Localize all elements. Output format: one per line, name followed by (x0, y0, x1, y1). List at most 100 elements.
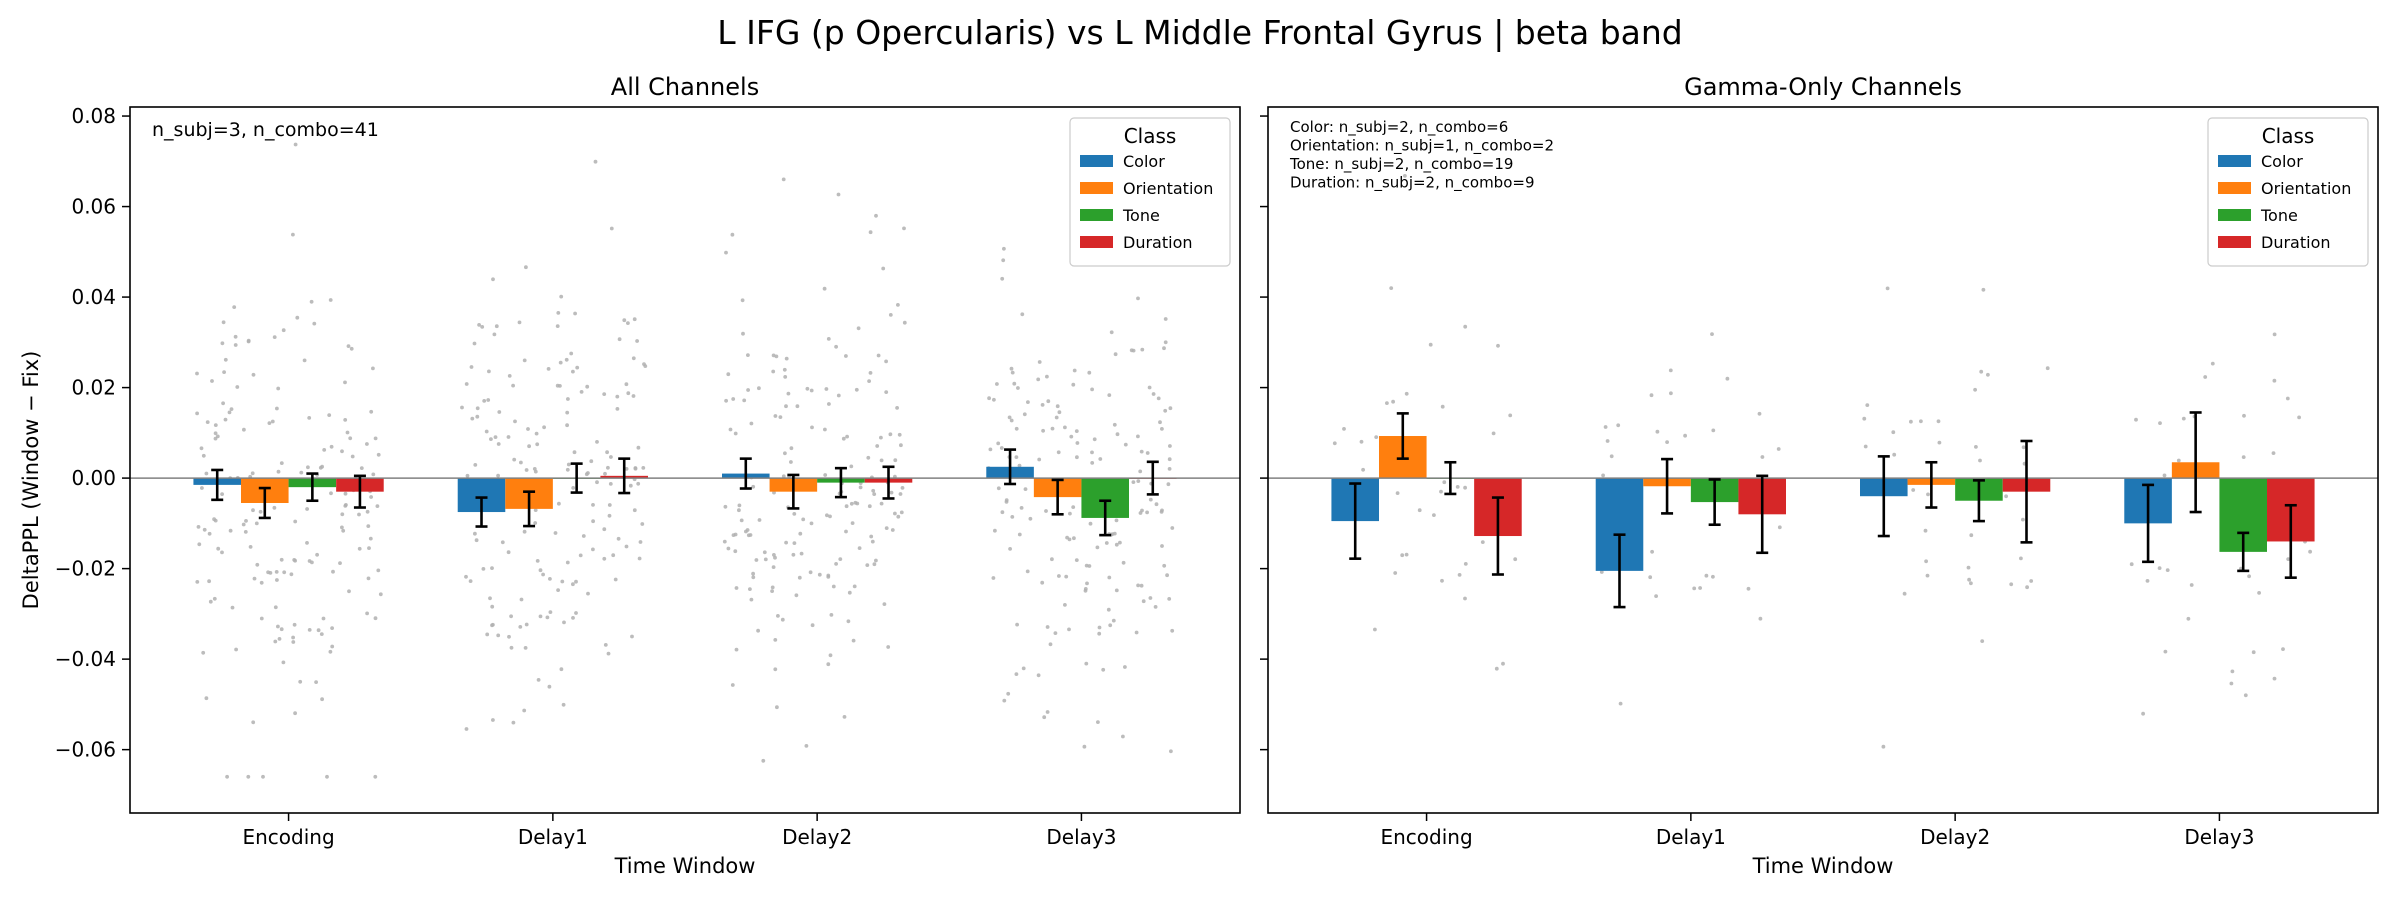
y-tick-label: 0.04 (71, 285, 116, 309)
error-bar (523, 490, 536, 528)
data-point (480, 325, 485, 329)
data-point (321, 616, 326, 621)
data-point (1967, 577, 1971, 582)
data-point (575, 365, 580, 370)
data-point (1440, 578, 1444, 583)
data-point (1090, 387, 1094, 392)
data-point (1463, 324, 1468, 329)
data-point (1153, 605, 1158, 609)
data-point (490, 623, 494, 628)
data-point (1115, 432, 1120, 437)
data-point (748, 587, 752, 591)
data-point (898, 492, 903, 496)
data-point (749, 421, 754, 426)
data-point (730, 232, 735, 237)
data-point (595, 440, 599, 444)
data-point (2129, 562, 2134, 567)
data-point (320, 697, 324, 702)
data-point (1926, 492, 1930, 497)
data-point (493, 435, 498, 439)
data-point (836, 393, 841, 398)
data-point (1909, 419, 1913, 424)
data-point (988, 447, 993, 452)
data-point (367, 546, 371, 550)
data-point (1113, 352, 1118, 357)
data-point (845, 434, 849, 439)
data-point (1056, 450, 1061, 455)
data-point (724, 398, 728, 403)
data-point (632, 508, 637, 513)
data-point (511, 383, 515, 388)
data-point (481, 567, 486, 571)
data-point (826, 573, 831, 578)
data-point (1170, 526, 1175, 530)
data-point (825, 513, 829, 518)
data-point (987, 396, 991, 401)
data-point (628, 483, 633, 488)
data-point (744, 529, 748, 534)
legend-swatch-duration (1080, 236, 1113, 248)
data-point (591, 503, 595, 507)
data-point (1028, 516, 1033, 521)
data-point (488, 596, 492, 601)
data-point (1168, 406, 1173, 411)
data-point (636, 445, 641, 450)
data-point (1924, 559, 1928, 564)
data-point (872, 562, 877, 567)
data-point (279, 557, 284, 562)
data-point (1389, 286, 1394, 290)
data-point (230, 605, 235, 610)
data-point (844, 354, 848, 358)
data-point (786, 391, 791, 396)
data-point (1725, 376, 1730, 381)
data-point (276, 386, 281, 391)
data-point (1163, 340, 1168, 345)
data-point (366, 524, 371, 528)
data-point (746, 353, 750, 357)
data-point (293, 711, 297, 716)
data-point (593, 159, 598, 164)
data-point (609, 455, 613, 459)
data-point (472, 341, 477, 346)
data-point (1057, 410, 1062, 415)
data-point (1008, 547, 1012, 551)
data-point (1046, 399, 1051, 404)
data-point (252, 576, 257, 581)
data-point (527, 444, 531, 449)
error-bar (2237, 531, 2250, 573)
data-point (2241, 455, 2246, 459)
data-point (893, 458, 898, 463)
annotation-text: Color: n_subj=2, n_combo=6 (1290, 118, 1508, 137)
data-point (1045, 625, 1050, 629)
data-point (235, 385, 240, 389)
data-point (1148, 497, 1153, 502)
data-point (513, 419, 517, 424)
data-point (307, 628, 312, 632)
data-point (276, 624, 280, 629)
data-point (1400, 553, 1405, 558)
data-point (497, 410, 502, 414)
data-point (1067, 537, 1072, 542)
data-point (1014, 672, 1019, 676)
data-point (542, 425, 546, 430)
data-point (319, 632, 324, 636)
x-tick-label: Delay2 (1920, 825, 1990, 849)
legend-swatch-orientation (2218, 182, 2251, 194)
data-point (896, 303, 900, 307)
data-point (1160, 544, 1164, 548)
data-point (511, 720, 516, 725)
data-point (1936, 419, 1941, 424)
data-point (1014, 455, 1019, 459)
data-point (566, 397, 570, 401)
data-point (838, 557, 843, 561)
error-bar (258, 486, 271, 520)
y-axis-label: DeltaPPL (Window − Fix) (19, 351, 43, 610)
data-point (500, 540, 505, 545)
data-point (1007, 415, 1012, 420)
data-point (1020, 312, 1025, 317)
data-point (221, 320, 226, 325)
data-point (1009, 366, 1014, 371)
data-point (633, 466, 638, 471)
data-point (996, 486, 1001, 491)
data-point (605, 450, 609, 455)
